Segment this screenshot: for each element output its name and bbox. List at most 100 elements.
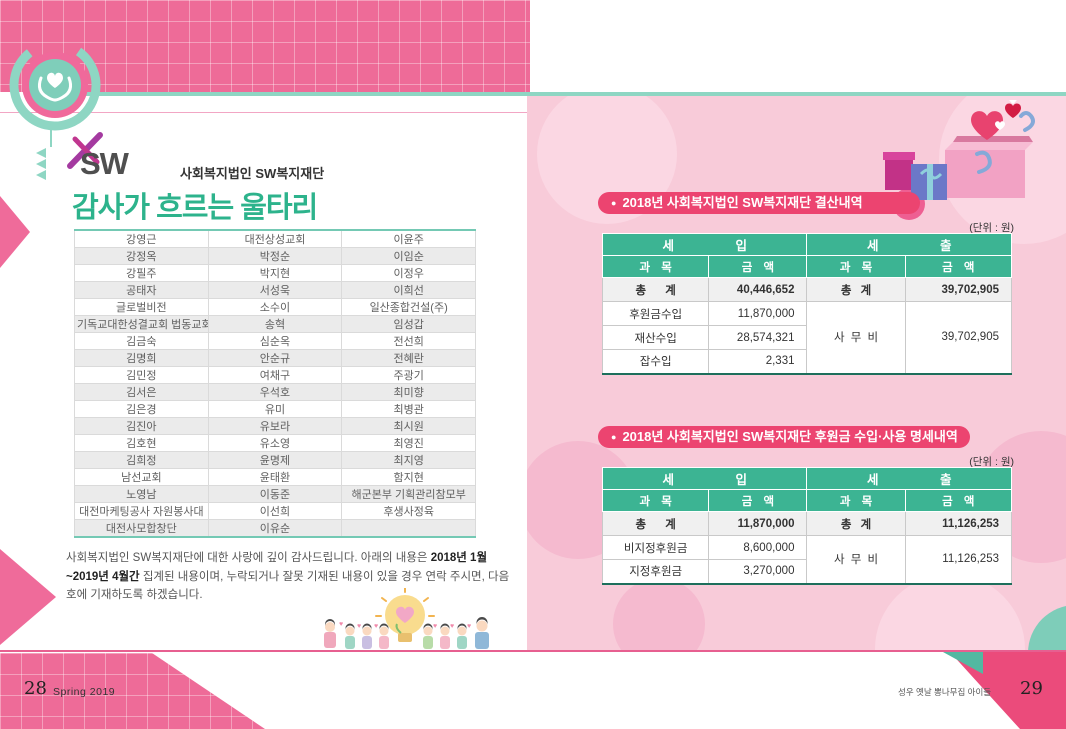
svg-text:♥: ♥ bbox=[467, 623, 471, 630]
right-page: ● 2018년 사회복지법인 SW복지재단 결산내역 (단위 : 원) 세 입 세… bbox=[527, 96, 1066, 652]
table-row: 김호현 유소영 최영진 bbox=[74, 434, 476, 452]
total-label: 총 계 bbox=[601, 511, 710, 536]
income-label: 잡수입 bbox=[601, 349, 710, 374]
table-row: 강필주 박지현 이정우 bbox=[74, 264, 476, 282]
table-row: 김진아 유보라 최시원 bbox=[74, 417, 476, 435]
donor-name-cell: 최병관 bbox=[341, 400, 476, 418]
donor-table-body: 강영근 대전상성교회 이윤주 강정옥 박정순 이임순 강필주 박지현 이정우 공태자 서성욱 이희선 글… bbox=[74, 229, 476, 538]
teal-divider-line bbox=[52, 92, 1066, 96]
donor-name-cell: 박정순 bbox=[207, 247, 343, 265]
page-number-right: 29 bbox=[1020, 678, 1043, 699]
table-row: 노영남 이동준 해군본부 기획관리참모부 bbox=[74, 485, 476, 503]
donor-name-cell: 윤태환 bbox=[207, 468, 343, 486]
settlement-table: 세 입 세 출 과 목 금 액 과 목 금 액 총 계 40,446,652 총… bbox=[601, 233, 1013, 375]
issue-label: Spring 2019 bbox=[53, 686, 116, 698]
donor-name-cell: 안순규 bbox=[207, 349, 343, 367]
donor-name-cell: 대전사모합창단 bbox=[74, 519, 209, 538]
donor-name-cell: 김명희 bbox=[74, 349, 209, 367]
income-amount: 28,574,321 bbox=[708, 325, 808, 350]
donor-name-cell: 이희선 bbox=[341, 281, 476, 299]
page-title: 감사가 흐르는 울타리 bbox=[72, 192, 318, 224]
table-row: 남선교회 윤태환 함지현 bbox=[74, 468, 476, 486]
donor-name-cell: 김호현 bbox=[74, 434, 209, 452]
children-illustration: ♥ ♥ ♥ ♥ ♥ ♥ bbox=[324, 588, 489, 649]
donor-name-cell: 대전마케팅공사 자원봉사대 bbox=[74, 502, 209, 520]
chevron-left-icon bbox=[36, 159, 46, 169]
expense-label: 사 무 비 bbox=[806, 301, 906, 374]
donor-name-cell: 글로벌비전 bbox=[74, 298, 209, 316]
donor-name-cell: 김은경 bbox=[74, 400, 209, 418]
donor-name-cell: 이동준 bbox=[207, 485, 343, 503]
section-title-text: 2018년 사회복지법인 SW복지재단 결산내역 bbox=[622, 195, 863, 210]
donor-name-cell: 함지현 bbox=[341, 468, 476, 486]
gift-box-icon bbox=[883, 100, 1035, 200]
donor-name-cell: 김희정 bbox=[74, 451, 209, 469]
income-label: 후원금수입 bbox=[601, 301, 710, 326]
decorative-circle bbox=[875, 574, 1025, 652]
col-header-item: 과 목 bbox=[601, 255, 710, 278]
gift-box-illustration bbox=[883, 100, 1035, 200]
col-header-amount: 금 액 bbox=[708, 489, 808, 512]
org-name: 사회복지법인 SW복지재단 bbox=[180, 166, 325, 181]
income-amount: 8,600,000 bbox=[708, 535, 808, 560]
badge-tail-line bbox=[50, 127, 52, 147]
table-row: 지정후원금 3,270,000 bbox=[601, 559, 1012, 584]
col-header-item: 과 목 bbox=[806, 255, 906, 278]
donor-name-cell: 이윤주 bbox=[341, 229, 476, 248]
table-row: 김명희 안순규 전혜란 bbox=[74, 349, 476, 367]
donor-name-cell: 서성욱 bbox=[207, 281, 343, 299]
table-row: 강영근 대전상성교회 이윤주 bbox=[74, 229, 476, 248]
table-row: 김민정 여채구 주광기 bbox=[74, 366, 476, 384]
table-row: 세 입 세 출 bbox=[601, 233, 1012, 256]
bullet-icon: ● bbox=[611, 198, 617, 208]
svg-text:♥: ♥ bbox=[433, 623, 437, 630]
donor-name-cell: 기독교대한성결교회 법동교회 bbox=[74, 315, 209, 333]
table-row: 과 목 금 액 과 목 금 액 bbox=[601, 255, 1013, 278]
note-text: 사회복지법인 SW복지재단에 대한 사랑에 깊이 감사드립니다. 아래의 내용은 bbox=[66, 552, 431, 564]
table-row: 김희정 윤명제 최지영 bbox=[74, 451, 476, 469]
income-amount: 3,270,000 bbox=[708, 559, 808, 584]
donor-name-cell: 후생사정육 bbox=[341, 502, 476, 520]
sw-logo-text: SW bbox=[80, 146, 129, 181]
expense-amount: 11,126,253 bbox=[904, 535, 1013, 584]
total-amount: 11,870,000 bbox=[708, 511, 808, 536]
table-row: 총 계 40,446,652 총 계 39,702,905 bbox=[601, 277, 1013, 302]
donor-name-cell: 대전상성교회 bbox=[207, 229, 343, 248]
page-number-left: 28 bbox=[24, 678, 47, 699]
donor-name-cell: 여채구 bbox=[207, 366, 343, 384]
table-row: 잡수입 2,331 bbox=[601, 349, 1012, 374]
donor-name-cell: 최지영 bbox=[341, 451, 476, 469]
total-amount: 11,126,253 bbox=[904, 511, 1013, 536]
total-label: 총 계 bbox=[806, 277, 906, 302]
col-header-item: 과 목 bbox=[601, 489, 710, 512]
chevron-left-icon bbox=[36, 148, 46, 158]
thanks-note: 사회복지법인 SW복지재단에 대한 사랑에 깊이 감사드립니다. 아래의 내용은… bbox=[66, 549, 512, 605]
table-row: 재산수입 28,574,321 bbox=[601, 325, 1012, 350]
donor-name-cell: 심순옥 bbox=[207, 332, 343, 350]
donor-name-cell: 윤명제 bbox=[207, 451, 343, 469]
donor-name-cell: 김민정 bbox=[74, 366, 209, 384]
table-row: 공태자 서성욱 이희선 bbox=[74, 281, 476, 299]
donor-name-cell: 유보라 bbox=[207, 417, 343, 435]
donor-name-cell: 최미향 bbox=[341, 383, 476, 401]
donor-name-cell: 이정우 bbox=[341, 264, 476, 282]
magazine-footer-label: 성우 옛날 뽕나무집 아이들 bbox=[898, 687, 992, 697]
table-row: 총 계 11,870,000 총 계 11,126,253 bbox=[601, 511, 1013, 536]
donor-name-cell: 강영근 bbox=[74, 229, 209, 248]
donor-table: 강영근 대전상성교회 이윤주 강정옥 박정순 이임순 강필주 박지현 이정우 공태자 서성욱 이희선 글… bbox=[74, 229, 476, 538]
donor-name-cell: 이선희 bbox=[207, 502, 343, 520]
group-header-expense: 세 출 bbox=[806, 467, 1012, 490]
left-edge-triangle-large bbox=[0, 549, 56, 645]
donor-name-cell: 해군본부 기획관리참모부 bbox=[341, 485, 476, 503]
col-header-amount: 금 액 bbox=[708, 255, 808, 278]
bullet-icon: ● bbox=[611, 432, 617, 442]
decorative-circle bbox=[613, 578, 705, 652]
donor-name-cell: 주광기 bbox=[341, 366, 476, 384]
donor-name-cell: 강정옥 bbox=[74, 247, 209, 265]
unit-label: (단위 : 원) bbox=[969, 456, 1014, 468]
col-header-item: 과 목 bbox=[806, 489, 906, 512]
section-title-settlement: ● 2018년 사회복지법인 SW복지재단 결산내역 bbox=[598, 192, 920, 214]
group-header-expense: 세 출 bbox=[806, 233, 1012, 256]
expense-label: 사 무 비 bbox=[806, 535, 906, 584]
